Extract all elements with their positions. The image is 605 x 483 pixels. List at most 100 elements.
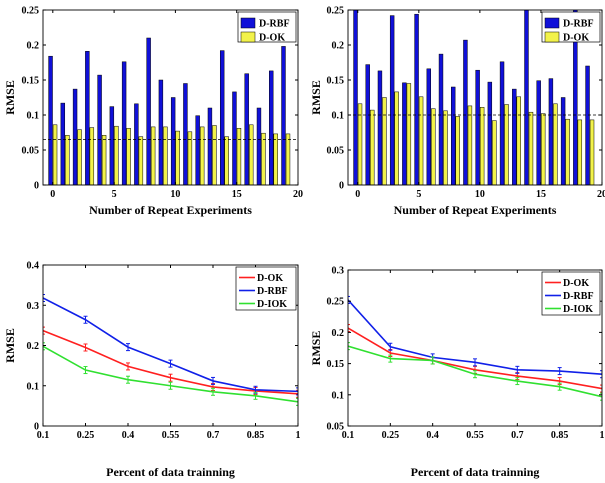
bar-drbf-16: [548, 78, 554, 185]
y-tick-label: 0.1: [27, 381, 40, 392]
bar-drbf-7: [438, 53, 444, 185]
x-tick-label: 0.4: [426, 430, 439, 441]
x-tick-label: 0.25: [77, 430, 95, 441]
x-axis-label: Percent of data trainning: [106, 465, 235, 479]
chart-panel-4: 0.1 0.25 0.4 0.55 0.7 0.85 10.050.10.150.20.25…: [309, 266, 605, 480]
bar-dok-2: [382, 97, 387, 185]
bar-dok-2: [77, 129, 82, 185]
legend-entry: D-RBF: [563, 19, 594, 30]
y-tick-label: 0.4: [27, 261, 40, 272]
chart-panel-1: 0 5 10 15 20 0 0.05 0.1 0.15 0.2 0.25 Number of Rep…: [3, 6, 303, 218]
bar-drbf-10: [170, 97, 176, 185]
x-tick-label: 0.85: [551, 430, 569, 441]
x-tick-label: 0.1: [342, 430, 355, 441]
y-tick-label: 0.1: [332, 390, 345, 401]
bar-dok-3: [394, 91, 399, 185]
x-tick-label: 0.25: [382, 430, 400, 441]
legend-entry: D-RBF: [563, 291, 594, 302]
bar-drbf-15: [232, 91, 237, 185]
bar-dok-15: [540, 113, 546, 185]
bar-drbf-19: [585, 65, 590, 185]
legend: D-RBF D-OK: [237, 11, 297, 44]
bar-dok-19: [589, 119, 595, 185]
y-tick-label: 0: [34, 422, 39, 433]
x-tick-label: 0.7: [511, 430, 524, 441]
x-tick-label: 0: [50, 189, 55, 200]
bar-dok-0: [52, 124, 58, 185]
x-axis-label: Percent of data trainning: [411, 465, 540, 479]
bar-dok-17: [261, 132, 266, 185]
legend-entry: D-OK: [563, 33, 589, 44]
y-axis-label: RMSE: [309, 80, 323, 115]
y-axis-label: RMSE: [309, 331, 323, 366]
legend-swatch: [544, 17, 560, 29]
y-tick-label: 0.05: [22, 146, 40, 157]
legend-swatch: [240, 17, 256, 29]
bar-drbf-14: [219, 50, 225, 185]
bar-dok-8: [150, 126, 156, 185]
bar-dok-9: [467, 105, 473, 185]
x-tick-label: 0.55: [162, 430, 180, 441]
x-axis-label: Number of Repeat Experiments: [89, 203, 252, 217]
bar-drbf-3: [389, 15, 395, 185]
bar-dok-14: [528, 111, 534, 185]
bar-drbf-2: [377, 70, 383, 185]
bar-drbf-18: [269, 70, 274, 185]
x-tick-label: 5: [416, 189, 421, 200]
bar-dok-16: [553, 103, 558, 185]
bar-dok-19: [285, 133, 291, 185]
x-tick-label: 0.4: [122, 430, 135, 441]
bar-dok-6: [126, 128, 131, 185]
bar-drbf-3: [85, 51, 90, 185]
y-tick-label: 0: [34, 181, 39, 192]
x-tick-label: 0.7: [207, 430, 220, 441]
x-tick-label: 15: [536, 189, 546, 200]
bar-drbf-4: [402, 82, 407, 185]
bar-dok-16: [249, 124, 254, 185]
bar-dok-18: [577, 119, 583, 185]
legend-entry: D-RBF: [257, 286, 288, 297]
bar-dok-4: [101, 135, 107, 185]
bar-dok-18: [273, 133, 278, 185]
x-tick-label: 1: [296, 430, 301, 441]
bar-dok-14: [224, 136, 229, 185]
plot-area: [348, 10, 602, 185]
bar-dok-3: [89, 127, 95, 185]
bar-drbf-8: [451, 86, 456, 185]
y-tick-label: 0.05: [327, 146, 345, 157]
plot-area: [348, 295, 602, 401]
bar-dok-4: [406, 83, 412, 185]
x-tick-label: 20: [597, 189, 605, 200]
legend-swatch: [544, 31, 560, 43]
x-tick-label: 0: [355, 189, 360, 200]
legend-entry: D-IOK: [563, 304, 593, 315]
y-tick-label: 0.3: [332, 266, 345, 277]
bar-drbf-11: [183, 83, 188, 185]
y-tick-label: 0: [339, 181, 344, 192]
bar-dok-1: [65, 135, 70, 185]
axes-frame: [42, 9, 299, 186]
bar-drbf-8: [146, 37, 151, 185]
bar-drbf-10: [475, 69, 480, 185]
y-tick-label: 0.1: [332, 111, 345, 122]
chart-panel-3: 0.1 0.25 0.4 0.55 0.7 0.85 100.10.20.30.4Perce…: [3, 261, 301, 480]
bar-dok-11: [492, 120, 497, 185]
bar-drbf-5: [414, 13, 419, 185]
bar-dok-0: [357, 103, 363, 185]
bar-dok-13: [516, 96, 521, 185]
y-tick-label: 0.05: [327, 422, 345, 433]
bar-dok-10: [175, 130, 180, 185]
bar-dok-11: [187, 131, 193, 185]
bar-dok-12: [199, 126, 205, 185]
y-tick-label: 0.2: [27, 41, 40, 52]
bar-drbf-9: [463, 39, 468, 185]
y-tick-label: 0.2: [332, 328, 345, 339]
legend-entry: D-IOK: [257, 299, 287, 310]
bar-dok-15: [236, 128, 242, 185]
legend-swatch: [240, 31, 256, 43]
y-tick-label: 0.2: [332, 41, 345, 52]
bar-drbf-5: [109, 106, 115, 185]
y-tick-label: 0.25: [22, 6, 40, 17]
y-tick-label: 0.2: [27, 341, 40, 352]
